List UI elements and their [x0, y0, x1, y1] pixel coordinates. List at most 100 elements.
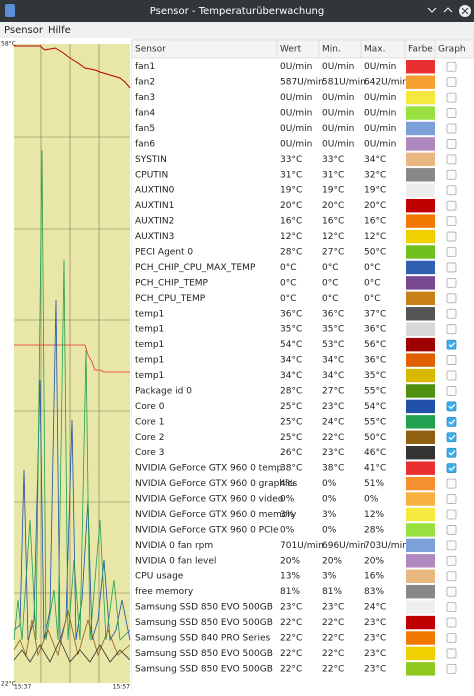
graph-checkbox[interactable] — [446, 602, 457, 613]
color-swatch[interactable] — [406, 291, 435, 306]
color-swatch[interactable] — [406, 152, 435, 167]
column-header[interactable]: Wert — [280, 45, 302, 55]
color-swatch[interactable] — [406, 476, 435, 491]
color-swatch[interactable] — [406, 353, 435, 367]
graph-checkbox[interactable] — [446, 386, 457, 396]
sensor-value: 28°C — [280, 386, 302, 396]
sensor-min: 36°C — [322, 309, 344, 319]
graph-checkbox[interactable] — [446, 185, 457, 196]
color-swatch[interactable] — [406, 615, 435, 630]
sensor-name: Samsung SSD 850 EVO 500GB — [135, 649, 273, 659]
column-header[interactable]: Min. — [322, 45, 341, 55]
color-swatch[interactable] — [406, 276, 435, 290]
color-swatch[interactable] — [406, 60, 435, 74]
color-swatch[interactable] — [406, 229, 435, 244]
graph-checkbox[interactable] — [446, 324, 457, 335]
color-swatch[interactable] — [406, 106, 435, 120]
column-header[interactable]: Sensor — [135, 45, 166, 55]
column-header[interactable]: Graph — [438, 45, 466, 55]
color-swatch[interactable] — [406, 399, 435, 414]
color-swatch[interactable] — [406, 569, 435, 583]
graph-checkbox[interactable] — [446, 648, 457, 659]
column-header[interactable]: Farbe — [408, 45, 433, 55]
color-swatch[interactable] — [406, 584, 435, 599]
graph-checkbox[interactable] — [446, 571, 457, 582]
graph-checkbox[interactable] — [446, 663, 457, 674]
graph-checkbox[interactable] — [446, 509, 457, 520]
graph-checkbox[interactable] — [446, 231, 457, 242]
graph-checkbox[interactable] — [446, 478, 457, 489]
color-swatch[interactable] — [406, 384, 435, 398]
minimize-button[interactable] — [427, 7, 437, 13]
graph-checkbox[interactable] — [446, 447, 457, 458]
graph-checkbox[interactable] — [446, 401, 457, 412]
graph-checkbox[interactable] — [446, 108, 457, 118]
graph-checkbox[interactable] — [446, 370, 457, 381]
graph-checkbox[interactable] — [446, 92, 457, 103]
graph-checkbox[interactable] — [446, 200, 457, 211]
graph-checkbox[interactable] — [446, 123, 457, 134]
color-swatch[interactable] — [406, 461, 435, 475]
graph-checkbox[interactable] — [446, 432, 457, 443]
sensor-min: 0°C — [322, 263, 339, 273]
graph-checkbox[interactable] — [446, 308, 457, 319]
sensor-name: fan5 — [135, 124, 155, 134]
color-swatch[interactable] — [406, 631, 435, 645]
graph-checkbox[interactable] — [446, 633, 457, 643]
color-swatch[interactable] — [406, 492, 435, 506]
color-swatch[interactable] — [406, 198, 435, 213]
graph-checkbox[interactable] — [446, 525, 457, 535]
color-swatch[interactable] — [406, 121, 435, 136]
graph-checkbox[interactable] — [446, 416, 457, 427]
graph-checkbox[interactable] — [446, 139, 457, 149]
sensor-name: Core 3 — [135, 448, 164, 458]
color-swatch[interactable] — [406, 446, 435, 460]
graph-checkbox[interactable] — [446, 262, 457, 273]
graph-checkbox[interactable] — [446, 61, 457, 72]
color-swatch[interactable] — [406, 260, 435, 275]
graph-checkbox[interactable] — [446, 463, 457, 474]
graph-checkbox[interactable] — [446, 540, 457, 551]
color-swatch[interactable] — [406, 554, 435, 568]
graph-checkbox[interactable] — [446, 617, 457, 628]
color-swatch[interactable] — [406, 523, 435, 537]
color-swatch[interactable] — [406, 322, 435, 336]
color-swatch[interactable] — [406, 75, 435, 89]
color-swatch[interactable] — [406, 600, 435, 614]
graph-checkbox[interactable] — [446, 555, 457, 566]
color-swatch[interactable] — [406, 307, 435, 321]
color-swatch[interactable] — [406, 90, 435, 105]
menu-item[interactable]: Hilfe — [48, 25, 71, 36]
graph-checkbox[interactable] — [446, 355, 457, 365]
sensor-max: 23°C — [364, 634, 386, 644]
column-header[interactable]: Max. — [364, 45, 385, 55]
color-swatch[interactable] — [406, 538, 435, 553]
graph-checkbox[interactable] — [446, 247, 457, 257]
color-swatch[interactable] — [406, 214, 435, 228]
sensor-min: 696U/min — [322, 541, 366, 551]
graph-checkbox[interactable] — [446, 494, 457, 504]
color-swatch[interactable] — [406, 183, 435, 197]
color-swatch[interactable] — [406, 137, 435, 151]
color-swatch[interactable] — [406, 662, 435, 676]
color-swatch[interactable] — [406, 415, 435, 429]
color-swatch[interactable] — [406, 337, 435, 352]
menu-item[interactable]: Psensor — [4, 25, 44, 36]
graph-checkbox[interactable] — [446, 77, 457, 88]
color-swatch[interactable] — [406, 430, 435, 444]
color-swatch[interactable] — [406, 368, 435, 383]
graph-checkbox[interactable] — [446, 293, 457, 304]
sensor-name: Samsung SSD 840 PRO Series — [135, 634, 271, 644]
graph-checkbox[interactable] — [446, 169, 457, 180]
graph-checkbox[interactable] — [446, 277, 457, 288]
color-swatch[interactable] — [406, 646, 435, 661]
graph-checkbox[interactable] — [446, 154, 457, 165]
graph-checkbox[interactable] — [446, 339, 457, 350]
graph-checkbox[interactable] — [446, 216, 457, 227]
color-swatch[interactable] — [406, 168, 435, 182]
graph-checkbox[interactable] — [446, 586, 457, 597]
sensor-max: 0°C — [364, 278, 381, 288]
color-swatch[interactable] — [406, 245, 435, 259]
maximize-button[interactable] — [443, 7, 453, 13]
color-swatch[interactable] — [406, 507, 435, 522]
